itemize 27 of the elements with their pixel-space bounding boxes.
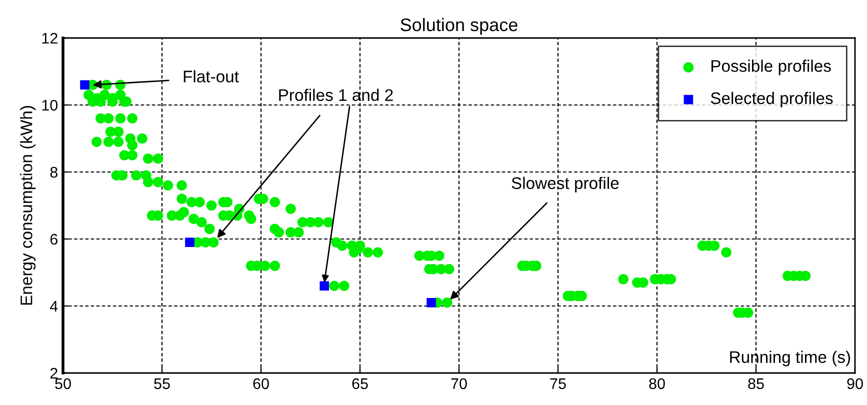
y-tick-label: 12: [42, 32, 58, 44]
y-tick-label: 6: [50, 234, 58, 245]
x-tick-label: 90: [847, 378, 863, 390]
y-tick-label: 8: [50, 166, 58, 178]
point: [185, 238, 194, 248]
y-tick-label: 2: [50, 368, 58, 379]
point: [80, 80, 90, 90]
annotation: Slowest profile: [512, 176, 619, 192]
x-tick-label: 80: [649, 378, 665, 390]
annotation: Flat-out: [184, 70, 239, 82]
chart-title: Solution space: [400, 18, 518, 35]
y-tick-label: 4: [50, 301, 58, 312]
x-tick-label: 50: [55, 378, 71, 390]
y-axis-title: Energy consumption (kWh): [20, 106, 36, 305]
x-tick-label: 70: [451, 378, 467, 390]
x-tick-label: 65: [352, 378, 368, 390]
x-tick-label: 60: [253, 378, 269, 390]
point: [426, 298, 436, 308]
legend-label: Selected profiles: [710, 92, 833, 108]
point: [320, 281, 330, 291]
x-tick-label: 55: [154, 378, 170, 390]
y-tick-label: 10: [42, 100, 58, 111]
x-axis-title: Running time (s): [730, 350, 850, 366]
x-tick-label: 85: [748, 378, 764, 390]
annotation: Profiles 1 and 2: [279, 88, 393, 101]
x-tick-label: 75: [550, 378, 566, 390]
legend-label: Possible profiles: [711, 60, 831, 76]
